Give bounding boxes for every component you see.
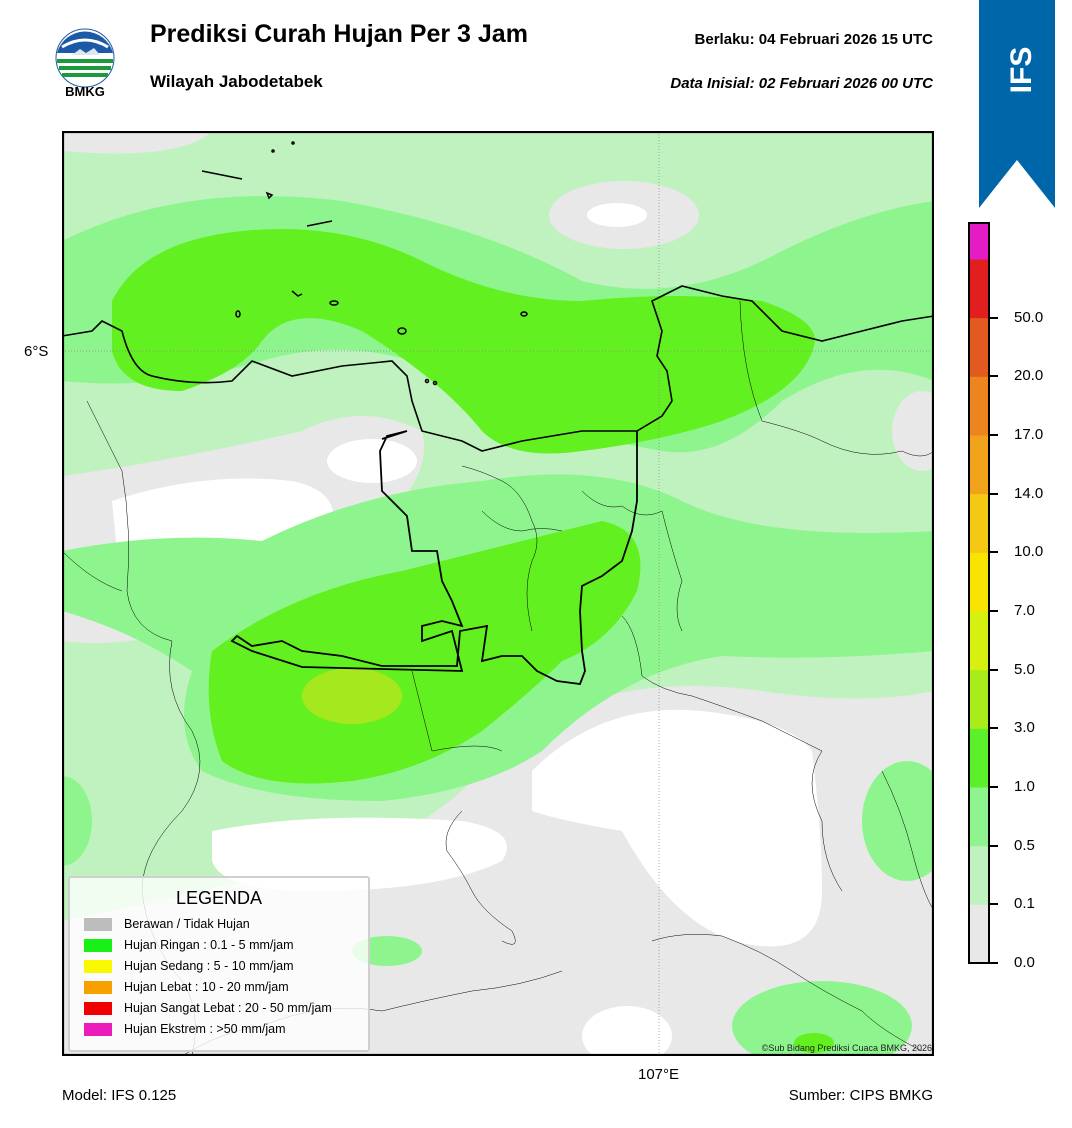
colorbar-segment xyxy=(969,787,989,847)
colorbar-label: 14.0 xyxy=(1014,484,1044,502)
admin-boundaries xyxy=(62,300,934,1056)
bmkg-logo-icon xyxy=(55,28,115,88)
valid-time: Berlaku: 04 Februari 2026 15 UTC xyxy=(694,31,933,48)
colorbar xyxy=(968,222,990,964)
colorbar-label: 0.5 xyxy=(1014,836,1035,854)
colorbar-tick xyxy=(990,610,998,612)
no-rain-area xyxy=(62,131,212,154)
no-rain-area xyxy=(532,709,822,947)
legend-item: Berawan / Tidak Hujan xyxy=(84,916,250,932)
rain-light-band xyxy=(732,981,912,1056)
legend-label: Hujan Sangat Lebat : 20 - 50 mm/jam xyxy=(124,1001,332,1015)
colorbar-label: 1.0 xyxy=(1014,778,1035,795)
rain-light-band xyxy=(62,776,92,866)
colorbar-tick xyxy=(990,727,998,730)
colorbar-segment xyxy=(969,904,989,964)
copyright-text: ©Sub Bidang Prediksi Cuaca BMKG, 2026 xyxy=(761,1043,932,1053)
legend-swatch xyxy=(84,917,112,931)
colorbar-label: 10.0 xyxy=(1014,543,1044,561)
no-rain-area xyxy=(582,1006,672,1056)
islands xyxy=(201,141,528,386)
legend-swatch xyxy=(84,980,112,994)
colorbar-tick xyxy=(990,844,998,847)
legend-box: LEGENDA Berawan / Tidak Hujan Hujan Ring… xyxy=(68,876,370,1052)
ribbon-shape xyxy=(979,0,1055,208)
page-subtitle: Wilayah Jabodetabek xyxy=(150,72,323,91)
colorbar-label: 3.0 xyxy=(1014,719,1035,737)
legend-swatch xyxy=(84,959,112,973)
ribbon-label: IFS xyxy=(1005,47,1038,94)
page-title: Prediksi Curah Hujan Per 3 Jam xyxy=(150,20,528,48)
colorbar-segment xyxy=(969,259,989,319)
longitude-label: 107°E xyxy=(638,1066,680,1083)
coastline xyxy=(62,285,934,452)
no-rain-area xyxy=(587,203,647,227)
rain-light-band xyxy=(862,761,934,881)
legend-item: Hujan Sangat Lebat : 20 - 50 mm/jam xyxy=(84,1000,332,1016)
legend-item: Hujan Lebat : 10 - 20 mm/jam xyxy=(84,979,289,995)
colorbar-label: 0.1 xyxy=(1014,895,1035,913)
colorbar-segment xyxy=(969,611,989,671)
colorbar-segment xyxy=(969,493,989,553)
colorbar-label: 50.0 xyxy=(1014,308,1044,326)
legend-swatch xyxy=(84,1022,112,1036)
no-rain-area xyxy=(212,817,507,891)
logo-text: BMKG xyxy=(65,84,105,99)
colorbar-tick xyxy=(990,492,998,495)
colorbar-segment xyxy=(969,845,989,905)
map-border xyxy=(62,131,934,1056)
colorbar-segment xyxy=(969,223,989,260)
colorbar-label: 20.0 xyxy=(1014,367,1044,385)
legend-title: LEGENDA xyxy=(175,888,263,908)
colorbar-label: 7.0 xyxy=(1014,602,1035,619)
colorbar-segment xyxy=(969,669,989,729)
jabodetabek-boundary xyxy=(230,430,638,685)
colorbar-tick xyxy=(990,434,998,436)
legend-item: Hujan Ringan : 0.1 - 5 mm/jam xyxy=(84,937,294,953)
rain-moderate-area xyxy=(112,229,815,454)
colorbar-tick xyxy=(990,551,998,554)
colorbar-tick xyxy=(990,786,998,788)
rain-moderate-area xyxy=(208,521,641,784)
colorbar-tick xyxy=(990,316,998,319)
colorbar-tick xyxy=(990,375,998,378)
colorbar-label: 0.0 xyxy=(1014,954,1035,971)
legend-label: Hujan Sedang : 5 - 10 mm/jam xyxy=(124,959,294,973)
colorbar-tick xyxy=(990,903,998,906)
legend-label: Berawan / Tidak Hujan xyxy=(124,917,250,931)
model-label: Model: IFS 0.125 xyxy=(62,1087,177,1104)
colorbar-segment xyxy=(969,552,989,612)
colorbar-segment xyxy=(969,435,989,495)
legend-label: Hujan Ekstrem : >50 mm/jam xyxy=(124,1022,286,1036)
legend-swatch xyxy=(84,1001,112,1015)
no-rain-area xyxy=(327,439,417,483)
rain-moderate-area xyxy=(794,1033,834,1053)
legend-swatch xyxy=(84,938,112,952)
colorbar-label: 5.0 xyxy=(1014,660,1035,678)
legend-label: Hujan Lebat : 10 - 20 mm/jam xyxy=(124,980,289,994)
legend-item: Hujan Sedang : 5 - 10 mm/jam xyxy=(84,958,294,974)
colorbar-label: 17.0 xyxy=(1014,426,1044,443)
rain-peak-area xyxy=(302,668,402,724)
source-label: Sumber: CIPS BMKG xyxy=(788,1087,933,1104)
colorbar-segment xyxy=(969,376,989,436)
colorbar-segment xyxy=(969,728,989,788)
ifs-ribbon: IFS xyxy=(979,0,1055,208)
colorbar-tick xyxy=(990,962,998,964)
initial-time: Data Inisial: 02 Februari 2026 00 UTC xyxy=(670,75,933,92)
legend-label: Hujan Ringan : 0.1 - 5 mm/jam xyxy=(124,938,294,952)
latitude-label: 6°S xyxy=(24,343,49,360)
colorbar-tick xyxy=(990,668,998,671)
colorbar-segment xyxy=(969,317,989,377)
legend-item: Hujan Ekstrem : >50 mm/jam xyxy=(84,1021,286,1037)
